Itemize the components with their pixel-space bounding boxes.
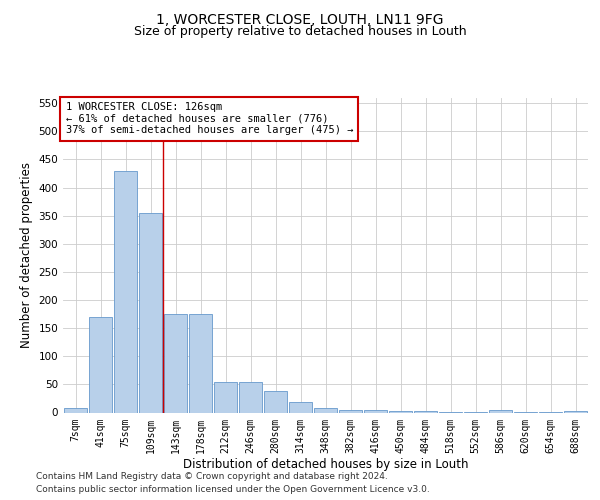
Bar <box>189 314 212 412</box>
Bar <box>364 410 387 412</box>
Text: 1, WORCESTER CLOSE, LOUTH, LN11 9FG: 1, WORCESTER CLOSE, LOUTH, LN11 9FG <box>156 12 444 26</box>
Y-axis label: Number of detached properties: Number of detached properties <box>20 162 33 348</box>
Text: Contains public sector information licensed under the Open Government Licence v3: Contains public sector information licen… <box>36 485 430 494</box>
Bar <box>114 170 137 412</box>
Bar <box>489 410 512 412</box>
Bar <box>64 408 87 412</box>
Bar <box>314 408 337 412</box>
Text: Size of property relative to detached houses in Louth: Size of property relative to detached ho… <box>134 25 466 38</box>
Bar <box>389 411 412 412</box>
Bar <box>89 317 112 412</box>
Bar <box>214 382 237 412</box>
Bar <box>414 411 437 412</box>
Bar <box>164 314 187 412</box>
Bar <box>239 382 262 412</box>
Text: Contains HM Land Registry data © Crown copyright and database right 2024.: Contains HM Land Registry data © Crown c… <box>36 472 388 481</box>
Bar <box>289 402 312 412</box>
Bar <box>139 213 162 412</box>
X-axis label: Distribution of detached houses by size in Louth: Distribution of detached houses by size … <box>183 458 468 471</box>
Bar <box>264 391 287 412</box>
Bar <box>339 410 362 412</box>
Text: 1 WORCESTER CLOSE: 126sqm
← 61% of detached houses are smaller (776)
37% of semi: 1 WORCESTER CLOSE: 126sqm ← 61% of detac… <box>65 102 353 136</box>
